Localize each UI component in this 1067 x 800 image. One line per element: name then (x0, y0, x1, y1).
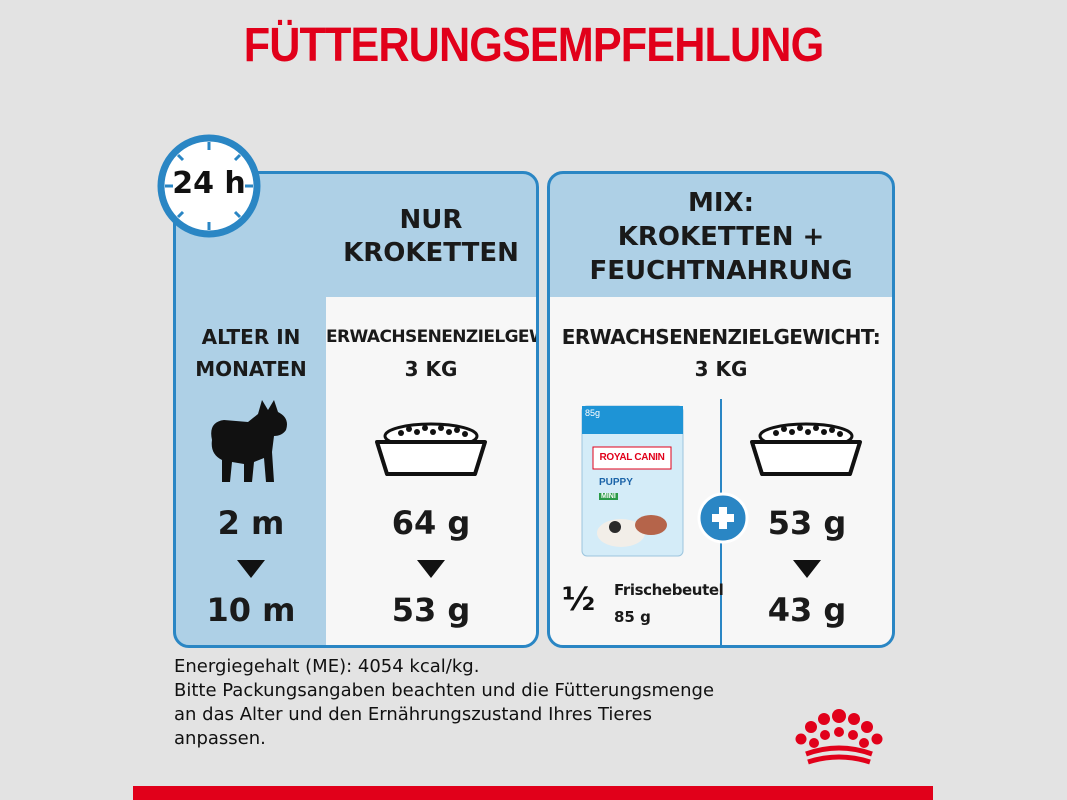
clock-label: 24 h (172, 166, 246, 201)
age-end: 10 m (206, 591, 296, 629)
dry-only-amount-end: 53 g (391, 591, 471, 629)
bottom-red-bar (133, 786, 933, 800)
dry-food-bowl-icon (375, 422, 487, 476)
dry-only-arrow-down-icon (417, 560, 445, 578)
dog-icon (211, 400, 287, 482)
mix-amount-start: 53 g (767, 504, 847, 542)
plus-icon (697, 492, 749, 544)
mix-arrow-down-icon (793, 560, 821, 578)
pouch-fraction: ½ (562, 580, 596, 618)
pouch-brand: ROYAL CANIN (599, 452, 665, 463)
age-start: 2 m (217, 504, 285, 542)
mix-amount-end: 43 g (767, 591, 847, 629)
footnote-line3: an das Alter und den Ernährungszustand I… (174, 704, 652, 725)
mix-dry-food-bowl-icon (750, 422, 862, 476)
pouch-product: PUPPY (599, 477, 633, 488)
dry-only-amount-start: 64 g (391, 504, 471, 542)
age-label-line2: MONATEN (195, 357, 307, 381)
dry-only-weight-label: ERWACHSENENZIELGEWICHT: (326, 327, 536, 347)
dry-only-panel: NUR KROKETTEN ALTER IN MONATEN ERWACHSEN… (173, 171, 539, 648)
pouch-weight: 85 g (614, 608, 651, 626)
footnote-line4: anpassen. (174, 728, 266, 749)
pouch-variant: MINI (599, 493, 618, 500)
pouch-size: 85g (585, 408, 601, 418)
dry-only-header-line1: NUR (399, 205, 463, 235)
mix-header-line1: MIX: (688, 188, 754, 218)
wet-food-pouch: 85g ROYAL CANIN PUPPY MINI (581, 405, 684, 557)
dry-only-header-line2: KROKETTEN (343, 238, 519, 268)
dry-only-weight-value: 3 KG (404, 357, 458, 381)
clock-icon (157, 134, 261, 238)
pouch-label: Frischebeutel (614, 581, 724, 599)
footnote-line1: Energiegehalt (ME): 4054 kcal/kg. (174, 656, 480, 677)
footnote: Energiegehalt (ME): 4054 kcal/kg. Bitte … (174, 655, 794, 751)
mix-header-line3: FEUCHTNAHRUNG (589, 256, 853, 286)
mix-weight-label: ERWACHSENENZIELGEWICHT: (561, 325, 881, 349)
age-arrow-down-icon (237, 560, 265, 578)
mix-weight-value: 3 KG (694, 357, 748, 381)
age-label-line1: ALTER IN (201, 325, 301, 349)
royal-canin-crown-logo-icon (795, 709, 883, 765)
footnote-line2: Bitte Packungsangaben beachten und die F… (174, 680, 715, 701)
mix-header-line2: KROKETTEN + (617, 222, 825, 252)
page-title: FÜTTERUNGSEMPFEHLUNG (243, 19, 824, 72)
